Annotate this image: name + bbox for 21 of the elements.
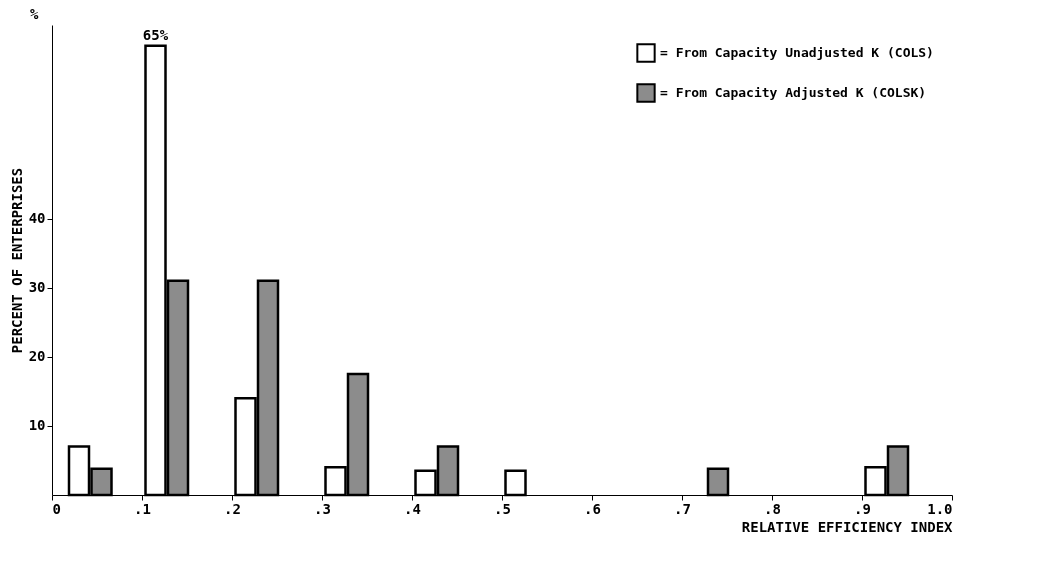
x-tick-label: 0 xyxy=(52,500,61,517)
x-tick-label: .8 xyxy=(764,500,781,517)
x-tick-label: .9 xyxy=(854,500,871,517)
y-tick-label: 40 xyxy=(28,210,46,227)
data-label: 65% xyxy=(142,26,169,43)
legend-label: = From Capacity Adjusted K (COLSK) xyxy=(660,85,927,100)
y-axis-title: PERCENT OF ENTERPRISES xyxy=(8,167,25,354)
x-tick-label: .2 xyxy=(224,500,241,517)
x-axis-title: RELATIVE EFFICIENCY INDEX xyxy=(741,518,954,535)
x-tick-label: .3 xyxy=(314,500,331,517)
y-tick-label: 10 xyxy=(28,417,46,434)
x-tick-label: .5 xyxy=(494,500,511,517)
text: % xyxy=(30,6,39,22)
x-tick-label: 1.0 xyxy=(927,500,953,517)
x-tick-label: .1 xyxy=(134,500,151,517)
x-tick-label: .6 xyxy=(584,500,601,517)
legend-label: = From Capacity Unadjusted K (COLS) xyxy=(660,45,934,60)
x-tick-label: .4 xyxy=(404,500,421,517)
y-tick-label: 20 xyxy=(28,348,46,365)
y-tick-label: 30 xyxy=(28,279,46,296)
x-tick-label: .7 xyxy=(674,500,691,517)
